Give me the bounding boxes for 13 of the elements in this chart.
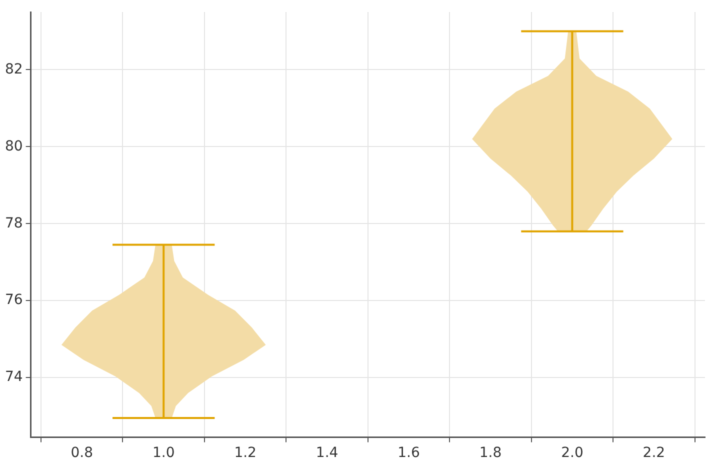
x-tick-label: 1.6 bbox=[398, 445, 420, 462]
y-tick-label: 80 bbox=[4, 138, 23, 154]
x-tick-label: 2.2 bbox=[642, 445, 666, 462]
x-tick-label: 0.8 bbox=[70, 445, 94, 462]
x-tick-label: 1.4 bbox=[316, 445, 338, 462]
y-tick-label: 74 bbox=[4, 369, 23, 386]
y-tick-label: 82 bbox=[4, 61, 23, 78]
x-tick-label: 1.2 bbox=[234, 445, 256, 462]
y-tick-label: 78 bbox=[4, 215, 23, 232]
x-tick-label: 1.8 bbox=[479, 445, 502, 462]
x-tick-label: 1.0 bbox=[152, 445, 175, 462]
x-tick-label: 2.0 bbox=[561, 445, 584, 462]
y-tick-label: 76 bbox=[4, 292, 23, 308]
